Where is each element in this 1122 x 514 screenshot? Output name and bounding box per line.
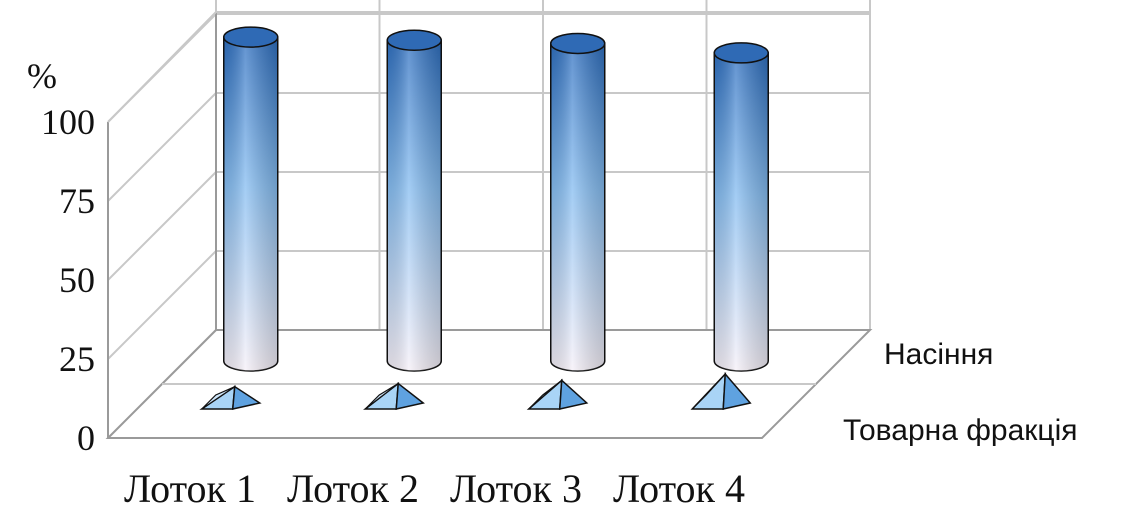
cylinder-mark <box>386 29 442 372</box>
cylinder-mark <box>223 26 279 372</box>
gridline-side <box>107 92 217 202</box>
pyramid-mark <box>363 381 425 410</box>
cylinder-mark <box>550 32 606 372</box>
gridline-side-top <box>107 11 217 123</box>
series-nasinnia <box>223 26 769 372</box>
cylinder-mark <box>713 42 769 372</box>
pyramid-mark <box>526 378 589 410</box>
grid <box>105 0 873 439</box>
gridline-side <box>107 171 217 281</box>
series-label-nasinnia: Насіння <box>884 338 993 371</box>
y-tick-label: 25 <box>59 339 95 379</box>
x-tick-label: Лоток 1 <box>124 466 256 511</box>
pyramid-mark <box>199 385 262 410</box>
y-tick-label: 0 <box>77 418 95 458</box>
series-label-tovarna-fraktsiia: Товарна фракція <box>843 414 1078 447</box>
axis-labels: 0 25 50 75 100% Лоток 1 Лоток 2 Лоток 3 Лоток 4 Н… <box>27 56 1078 511</box>
x-tick-label: Лоток 2 <box>287 466 419 511</box>
floor <box>105 329 873 439</box>
pyramid-mark <box>690 372 752 410</box>
series-tovarna-fraktsiia <box>199 372 752 410</box>
y-tick-label: 100 <box>41 102 95 142</box>
x-tick-label: Лоток 3 <box>450 466 582 511</box>
y-tick-label: 50 <box>59 260 95 300</box>
y-tick-label: 75 <box>59 181 95 221</box>
x-tick-label: Лоток 4 <box>613 466 745 511</box>
y-axis-label: % <box>27 56 57 96</box>
gridline-side <box>107 250 217 360</box>
